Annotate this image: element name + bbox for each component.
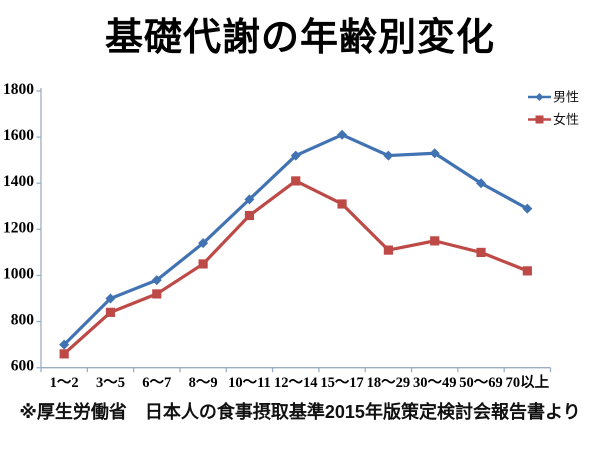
data-point-marker [290,150,301,161]
x-tick-label: 6〜7 [142,375,171,391]
legend-label: 女性 [553,112,579,127]
legend-marker [535,115,544,124]
series-line [62,133,529,347]
y-tick-label: 800 [11,312,35,329]
data-point-marker [337,129,348,140]
data-point-marker [244,194,255,205]
y-tick-label: 1800 [3,81,34,98]
page-title: 基礎代謝の年齢別変化 [104,17,495,59]
data-point-marker [476,247,486,258]
legend-marker [535,93,544,101]
data-point-marker [522,203,533,214]
data-point-marker [105,293,116,304]
legend-entry: 女性 [528,112,579,127]
x-tick-label: 18〜29 [367,375,411,391]
x-tick-label: 8〜9 [189,375,218,391]
data-point-marker [244,210,255,221]
series-male [59,129,533,350]
x-tick-label: 12〜14 [274,375,318,391]
data-point-marker [151,275,162,286]
data-point-marker [291,176,301,186]
series-female [59,176,532,359]
data-point-marker [59,349,69,359]
y-tick-label: 1600 [3,127,34,144]
data-point-marker [59,339,70,350]
x-tick-label: 30〜49 [413,375,457,391]
x-tick-label: 70以上 [506,374,550,391]
data-point-marker [522,266,532,276]
series-line [62,179,529,356]
data-point-marker [337,199,347,209]
x-tick-label: 3〜5 [96,375,125,391]
data-point-marker [198,238,209,249]
source-note: ※厚生労働省 日本人の食事摂取基準2015年版策定検討会報告書より [19,402,581,422]
data-point-marker [383,245,393,255]
axes: 600 800 1000 1200 1400 1600 1800 1〜2 3〜5 6〜7 8〜9 10… [3,81,552,391]
data-point-marker [429,148,440,159]
data-point-marker [476,178,487,189]
legend-label: 男性 [553,90,579,105]
x-tick-label: 15〜17 [320,375,364,391]
x-tick-label: 1〜2 [50,375,79,391]
data-point-marker [198,259,208,269]
y-tick-label: 1200 [3,219,34,236]
y-tick-label: 600 [11,358,35,375]
data-point-marker [383,150,394,161]
x-tick-label: 10〜11 [228,375,271,391]
data-point-marker [105,307,116,317]
legend-entry: 男性 [528,90,579,105]
x-tick-label: 50〜69 [459,375,503,391]
data-point-marker [430,236,440,246]
data-point-marker [152,289,162,299]
y-tick-label: 1400 [3,173,34,190]
y-tick-label: 1000 [3,265,34,282]
